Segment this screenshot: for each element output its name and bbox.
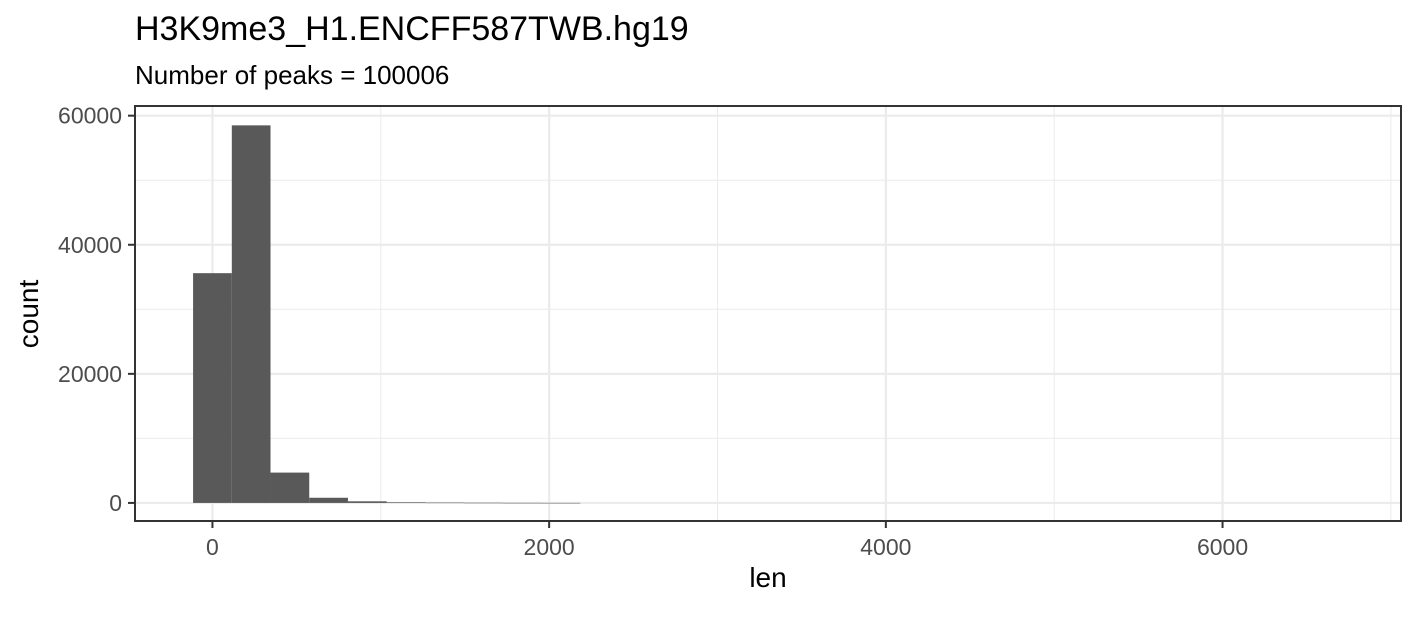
grid-major xyxy=(135,106,1401,521)
x-tick-label: 2000 xyxy=(524,534,575,560)
chart-title: H3K9me3_H1.ENCFF587TWB.hg19 xyxy=(135,10,689,48)
x-tick-label: 6000 xyxy=(1197,534,1248,560)
histogram-bar xyxy=(231,125,271,503)
y-axis: 0 20000 40000 60000 xyxy=(58,103,135,516)
x-axis-label: len xyxy=(749,562,786,593)
x-axis: 0 2000 4000 6000 xyxy=(206,521,1248,560)
histogram-bar xyxy=(425,502,465,504)
y-axis-label: count xyxy=(13,280,44,349)
y-tick-label: 0 xyxy=(109,490,122,516)
x-tick-label: 4000 xyxy=(860,534,911,560)
histogram-bar xyxy=(347,501,387,503)
histogram-bar xyxy=(386,502,426,503)
histogram-bar xyxy=(270,472,310,503)
histogram-bar xyxy=(541,502,581,504)
grid-minor xyxy=(135,106,1401,521)
histogram-bar xyxy=(502,502,542,504)
x-tick-label: 0 xyxy=(206,534,219,560)
y-tick-label: 40000 xyxy=(58,232,122,258)
y-tick-label: 60000 xyxy=(58,103,122,129)
histogram-bar xyxy=(464,502,503,504)
y-tick-label: 20000 xyxy=(58,361,122,387)
panel-border xyxy=(134,105,1402,522)
histogram-bar xyxy=(193,273,232,503)
histogram-bar xyxy=(309,497,348,503)
chart-subtitle: Number of peaks = 100006 xyxy=(135,60,449,90)
bars xyxy=(193,125,581,504)
